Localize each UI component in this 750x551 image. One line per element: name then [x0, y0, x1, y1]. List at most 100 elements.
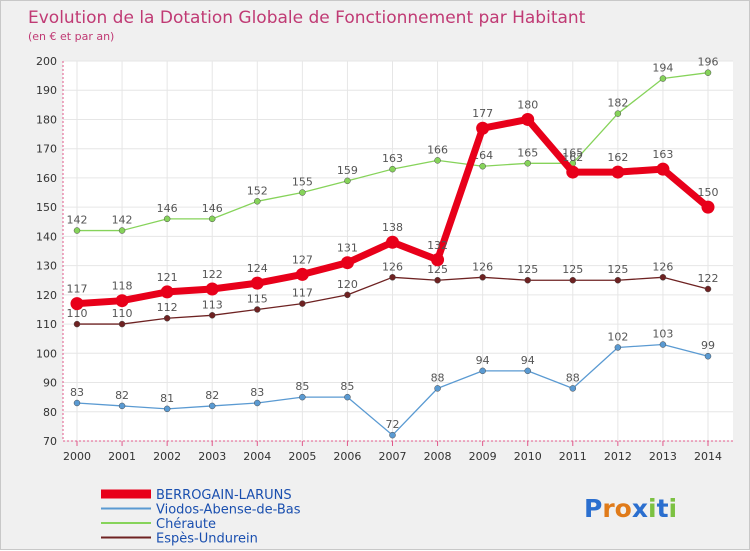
data-point	[118, 402, 126, 410]
data-label: 121	[157, 271, 178, 284]
data-label: 120	[337, 278, 358, 291]
data-point	[163, 215, 171, 223]
series-esp-s-undurein: 110 110 112 113 115 117 120 126 125 126 125 125 125 1…	[67, 260, 719, 328]
legend: BERROGAIN-LARUNSViodos-Abense-de-BasChér…	[101, 488, 301, 547]
data-label: 122	[202, 268, 223, 281]
data-label: 162	[562, 151, 583, 164]
data-point	[208, 312, 216, 319]
data-label: 165	[562, 146, 583, 159]
data-label: 112	[157, 301, 178, 314]
x-tick-label: 2000	[63, 450, 91, 463]
y-tick-label: 110	[36, 318, 57, 331]
y-tick-label: 190	[36, 84, 57, 97]
data-point	[163, 314, 171, 322]
logo-letter: r	[602, 494, 615, 523]
x-tick-label: 2013	[649, 450, 677, 463]
data-label: 138	[382, 221, 403, 234]
data-point	[254, 198, 261, 205]
data-point	[208, 402, 216, 410]
data-label: 117	[292, 287, 313, 300]
data-point	[299, 393, 306, 401]
data-point	[569, 385, 577, 392]
data-point	[389, 165, 396, 173]
data-point	[254, 399, 261, 407]
data-point	[614, 110, 622, 117]
data-point	[73, 320, 81, 328]
logo-text: Proxiti	[584, 494, 677, 523]
plot-area	[63, 61, 733, 441]
data-point	[70, 297, 84, 311]
data-label: 117	[67, 283, 88, 296]
data-label: 162	[607, 151, 628, 164]
data-point	[118, 320, 126, 328]
data-point	[208, 215, 216, 223]
x-tick-label: 2014	[694, 450, 722, 463]
data-label: 155	[292, 176, 313, 189]
data-point	[434, 157, 441, 164]
data-label: 72	[386, 418, 400, 431]
y-tick-label: 80	[43, 406, 57, 419]
chart-title: Evolution de la Dotation Globale de Fonc…	[28, 8, 586, 28]
x-tick-label: 2012	[604, 450, 632, 463]
data-point	[659, 341, 667, 348]
y-tick-label: 120	[36, 289, 57, 302]
data-point	[386, 235, 399, 249]
logo-letter: i	[669, 494, 678, 523]
data-label: 125	[607, 263, 628, 276]
data-point	[344, 393, 351, 401]
data-point	[118, 227, 126, 234]
series-viodos-abense-de-bas: 83 82 81 82 83 85 85 72 88 94 94 88 102 103 99	[70, 328, 715, 439]
data-label: 180	[517, 98, 538, 111]
data-point	[299, 300, 306, 307]
x-tick-label: 2003	[198, 450, 226, 463]
data-point	[704, 285, 712, 293]
data-label: 132	[427, 239, 448, 252]
x-tick-label: 2011	[559, 450, 587, 463]
y-tick-label: 90	[43, 377, 57, 390]
data-point	[73, 399, 81, 407]
data-label: 182	[607, 97, 628, 110]
data-label: 94	[521, 354, 535, 367]
data-point	[389, 431, 396, 439]
data-point	[389, 274, 396, 281]
data-point	[479, 274, 486, 281]
y-tick-label: 150	[36, 201, 57, 214]
data-label: 103	[652, 328, 673, 341]
data-point	[524, 367, 531, 375]
proxiti-logo: Proxiti	[584, 494, 677, 523]
x-tick-label: 2008	[424, 450, 452, 463]
x-tick-label: 2010	[514, 450, 542, 463]
x-tick-label: 2009	[469, 450, 497, 463]
plot-background	[63, 61, 733, 441]
data-label: 115	[247, 292, 268, 305]
data-label: 113	[202, 298, 223, 311]
data-point	[704, 352, 712, 360]
data-point	[659, 274, 667, 281]
data-label: 102	[607, 330, 628, 343]
data-label: 85	[295, 380, 309, 393]
data-point	[521, 112, 535, 126]
y-tick-label: 130	[36, 260, 57, 273]
data-label: 125	[517, 263, 538, 276]
data-label: 152	[247, 184, 268, 197]
data-point	[434, 276, 441, 284]
logo-letter: x	[632, 494, 648, 523]
logo-letter: t	[657, 494, 669, 523]
data-label: 125	[427, 263, 448, 276]
y-tick-label: 180	[36, 113, 57, 126]
data-label: 126	[382, 260, 403, 273]
data-label: 142	[67, 214, 88, 227]
data-point	[160, 285, 174, 299]
data-point	[73, 227, 81, 234]
x-tick-label: 2001	[108, 450, 136, 463]
data-point	[476, 121, 490, 135]
series-group: 83 82 81 82 83 85 85 72 88 94 94 88 102 103 99 142 142 14…	[67, 56, 719, 439]
data-label: 142	[112, 214, 133, 227]
x-tick-label: 2004	[243, 450, 271, 463]
data-label: 163	[382, 152, 403, 165]
data-label: 122	[698, 272, 719, 285]
data-point	[614, 344, 622, 351]
